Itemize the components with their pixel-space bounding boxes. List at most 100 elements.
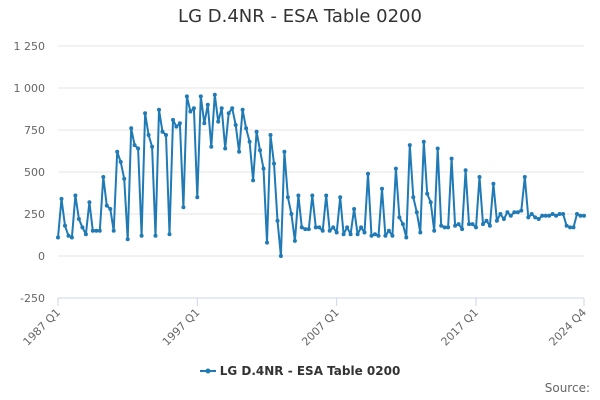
data-point[interactable] <box>320 228 325 233</box>
data-point[interactable] <box>292 238 297 243</box>
data-point[interactable] <box>533 215 538 220</box>
data-point[interactable] <box>366 171 370 176</box>
data-point[interactable] <box>568 225 573 230</box>
data-point[interactable] <box>317 225 322 230</box>
data-point[interactable] <box>498 212 503 216</box>
data-point[interactable] <box>251 178 256 183</box>
data-point[interactable] <box>449 156 454 161</box>
data-point[interactable] <box>439 223 444 228</box>
data-point[interactable] <box>230 106 235 111</box>
data-point[interactable] <box>529 212 534 216</box>
data-point[interactable] <box>73 193 78 198</box>
data-point[interactable] <box>348 232 353 237</box>
data-point[interactable] <box>383 233 388 238</box>
data-point[interactable] <box>278 254 283 258</box>
data-point[interactable] <box>104 203 109 208</box>
data-point[interactable] <box>442 225 447 230</box>
data-point[interactable] <box>484 218 489 223</box>
data-point[interactable] <box>359 225 364 230</box>
data-point[interactable] <box>132 143 137 148</box>
data-point[interactable] <box>118 159 123 164</box>
data-point[interactable] <box>582 213 586 218</box>
data-point[interactable] <box>157 107 161 112</box>
data-point[interactable] <box>108 207 113 211</box>
data-point[interactable] <box>233 123 238 127</box>
data-point[interactable] <box>171 117 175 122</box>
legend[interactable]: LG D.4NR - ESA Table 0200 <box>0 364 600 378</box>
data-point[interactable] <box>247 139 252 144</box>
data-point[interactable] <box>265 240 269 245</box>
data-point[interactable] <box>355 232 360 237</box>
data-point[interactable] <box>487 223 492 228</box>
data-point[interactable] <box>522 175 527 179</box>
data-point[interactable] <box>460 227 465 232</box>
data-point[interactable] <box>341 232 346 237</box>
data-point[interactable] <box>446 225 451 230</box>
data-point[interactable] <box>393 166 398 171</box>
data-point[interactable] <box>435 146 440 151</box>
data-point[interactable] <box>254 129 259 134</box>
data-point[interactable] <box>188 109 193 114</box>
data-point[interactable] <box>400 222 405 227</box>
data-point[interactable] <box>540 213 545 218</box>
data-point[interactable] <box>76 217 81 221</box>
data-point[interactable] <box>191 106 196 111</box>
data-point[interactable] <box>94 228 99 233</box>
data-point[interactable] <box>177 121 182 126</box>
data-point[interactable] <box>285 195 290 200</box>
data-point[interactable] <box>397 215 402 220</box>
data-point[interactable] <box>380 186 384 191</box>
data-point[interactable] <box>334 230 339 235</box>
data-point[interactable] <box>129 126 134 131</box>
data-point[interactable] <box>550 212 555 216</box>
data-point[interactable] <box>216 119 221 124</box>
data-point[interactable] <box>547 213 552 218</box>
data-point[interactable] <box>174 124 179 129</box>
data-point[interactable] <box>411 195 416 200</box>
data-point[interactable] <box>101 175 106 179</box>
data-point[interactable] <box>160 129 165 134</box>
data-point[interactable] <box>536 217 541 221</box>
data-point[interactable] <box>463 168 468 173</box>
data-point[interactable] <box>362 230 367 235</box>
data-point[interactable] <box>122 176 127 181</box>
data-point[interactable] <box>80 225 85 230</box>
data-point[interactable] <box>338 195 343 200</box>
data-point[interactable] <box>421 139 426 144</box>
data-point[interactable] <box>296 193 301 198</box>
data-point[interactable] <box>467 222 471 227</box>
data-point[interactable] <box>575 212 579 216</box>
data-point[interactable] <box>143 111 148 116</box>
data-point[interactable] <box>136 146 141 151</box>
data-point[interactable] <box>275 218 280 223</box>
data-point[interactable] <box>164 133 168 137</box>
data-point[interactable] <box>373 232 377 237</box>
data-point[interactable] <box>386 228 391 233</box>
data-point[interactable] <box>212 92 217 97</box>
data-point[interactable] <box>167 232 172 237</box>
data-point[interactable] <box>512 210 517 215</box>
data-point[interactable] <box>83 232 88 237</box>
data-point[interactable] <box>554 213 559 218</box>
data-point[interactable] <box>209 144 214 149</box>
data-point[interactable] <box>404 235 409 240</box>
data-point[interactable] <box>491 181 496 186</box>
data-point[interactable] <box>289 212 294 216</box>
data-point[interactable] <box>125 237 130 242</box>
data-point[interactable] <box>543 213 548 218</box>
data-point[interactable] <box>63 223 67 228</box>
data-point[interactable] <box>376 233 381 238</box>
data-point[interactable] <box>345 225 350 230</box>
data-point[interactable] <box>494 218 499 223</box>
data-point[interactable] <box>139 233 144 238</box>
data-point[interactable] <box>515 210 520 215</box>
data-point[interactable] <box>184 94 189 99</box>
data-point[interactable] <box>272 161 276 166</box>
data-point[interactable] <box>369 233 374 238</box>
data-point[interactable] <box>150 144 155 149</box>
data-point[interactable] <box>414 210 419 215</box>
data-point[interactable] <box>425 191 430 196</box>
data-point[interactable] <box>56 235 60 240</box>
data-point[interactable] <box>282 149 287 154</box>
data-point[interactable] <box>453 223 458 228</box>
